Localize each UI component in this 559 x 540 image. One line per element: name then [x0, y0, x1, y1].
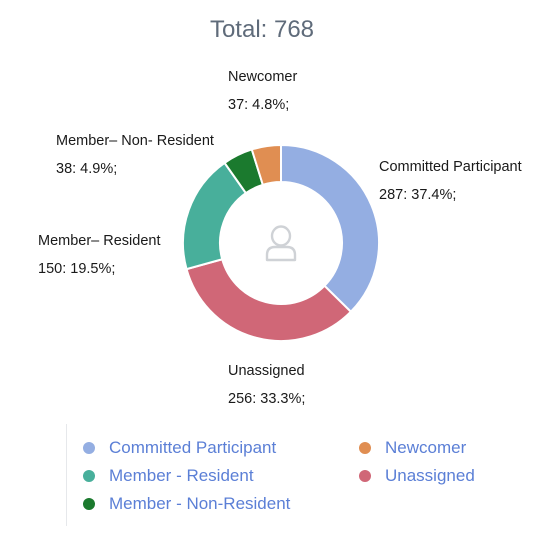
person-icon: [265, 225, 297, 262]
legend-label: Member - Resident: [109, 466, 254, 485]
slice-label-newcomer: Newcomer 37: 4.8%;: [228, 66, 297, 116]
slice-value: 38: 4.9%;: [56, 161, 118, 177]
legend-item-newcomer[interactable]: Newcomer: [359, 438, 466, 458]
legend-dot: [83, 442, 95, 454]
legend-dot: [83, 470, 95, 482]
slice-label-member-resident: Member– Resident 150: 19.5%;: [38, 230, 161, 280]
legend-dot: [83, 498, 95, 510]
legend-item-committed-participant[interactable]: Committed Participant: [83, 438, 276, 458]
slice-name: Committed Participant: [379, 159, 522, 175]
legend-item-member-resident[interactable]: Member - Resident: [83, 466, 254, 486]
legend-dot: [359, 470, 371, 482]
chart-legend: Committed Participant Newcomer Member - …: [66, 424, 527, 526]
legend-item-member-non-resident[interactable]: Member - Non-Resident: [83, 494, 290, 514]
slice-label-committed-participant: Committed Participant 287: 37.4%;: [379, 156, 522, 206]
legend-dot: [359, 442, 371, 454]
legend-label: Member - Non-Resident: [109, 494, 291, 513]
donut-slice-newcomer[interactable]: [250, 143, 282, 187]
slice-value: 287: 37.4%;: [379, 187, 457, 203]
donut-slice-committed-participant[interactable]: [280, 143, 380, 314]
slice-value: 37: 4.8%;: [228, 97, 290, 113]
legend-label: Newcomer: [385, 438, 467, 457]
slice-value: 256: 33.3%;: [228, 391, 306, 407]
slice-name: Member– Resident: [38, 233, 161, 249]
slice-name: Member– Non- Resident: [56, 133, 214, 149]
slice-name: Newcomer: [228, 69, 298, 85]
slice-label-unassigned: Unassigned 256: 33.3%;: [228, 360, 305, 410]
chart-title: Total: 768: [209, 16, 315, 43]
legend-item-unassigned[interactable]: Unassigned: [359, 466, 475, 486]
legend-label: Committed Participant: [109, 438, 277, 457]
donut-slice-unassigned[interactable]: [185, 258, 353, 342]
slice-label-member-non-resident: Member– Non- Resident 38: 4.9%;: [56, 130, 214, 180]
slice-value: 150: 19.5%;: [38, 261, 116, 277]
slice-name: Unassigned: [228, 363, 305, 379]
legend-label: Unassigned: [385, 466, 475, 485]
